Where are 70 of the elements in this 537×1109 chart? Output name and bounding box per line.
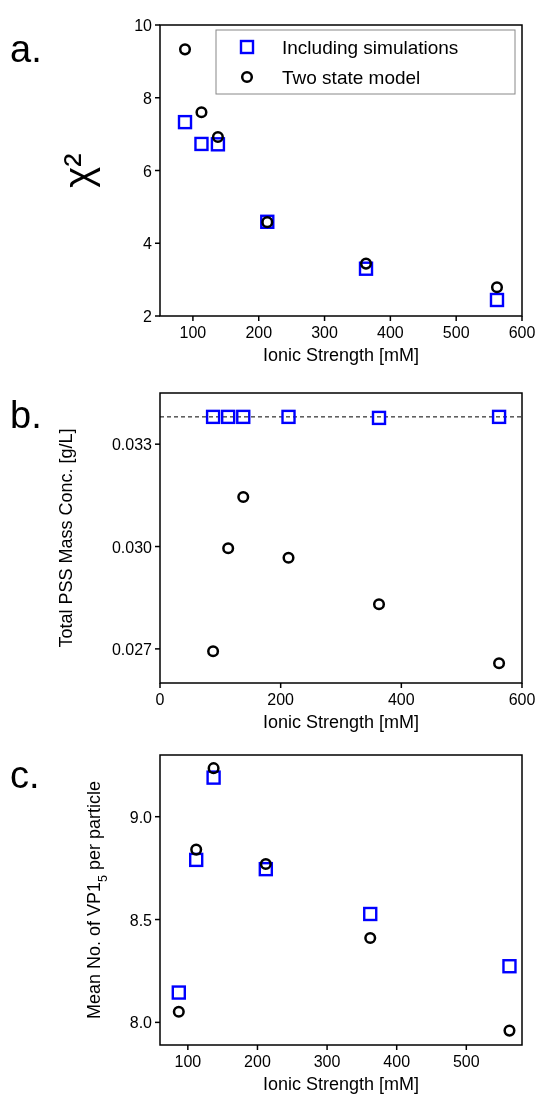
- point: [258, 861, 274, 877]
- y-tick-label: 8: [143, 89, 153, 107]
- point: [282, 551, 295, 564]
- point: [371, 410, 387, 426]
- point: [502, 959, 517, 974]
- point: [211, 130, 224, 144]
- x-tick-label: 400: [383, 1053, 411, 1070]
- point: [177, 114, 193, 130]
- point: [372, 598, 386, 611]
- y-tick-label: 4: [143, 235, 153, 253]
- point: [190, 843, 203, 856]
- x-tick-label: 200: [245, 324, 273, 341]
- point: [210, 137, 226, 152]
- point: [364, 932, 377, 945]
- y-tick-label: 2: [143, 308, 153, 325]
- point: [503, 1024, 516, 1037]
- y-tick-label: 0.030: [111, 538, 153, 556]
- point: [489, 292, 505, 308]
- point: [194, 136, 209, 152]
- x-tick-label: 400: [377, 324, 404, 341]
- y-axis-title: Total PSS Mass Conc. [g/L]: [56, 428, 76, 648]
- y-tick-label: 8.5: [129, 911, 153, 929]
- x-tick-label: 500: [442, 324, 470, 341]
- point: [281, 409, 296, 425]
- x-tick-label: 300: [313, 1053, 341, 1070]
- x-tick-label: 500: [452, 1053, 480, 1070]
- y-axis-title: χ²: [56, 153, 100, 188]
- point: [490, 281, 504, 294]
- y-tick-label: 0.033: [111, 436, 153, 454]
- point: [220, 409, 236, 425]
- x-tick-label: 100: [179, 324, 207, 341]
- legend-label: Including simulations: [282, 37, 459, 58]
- point: [189, 852, 204, 868]
- point: [363, 906, 378, 922]
- y-tick-label: 9.0: [129, 808, 153, 826]
- point: [207, 762, 220, 775]
- y-tick-label: 0.027: [111, 640, 153, 658]
- x-axis-title: Ionic Strength [mM]: [262, 712, 420, 732]
- chart-title: c.: [10, 754, 40, 796]
- x-tick-label: 600: [508, 324, 536, 341]
- point: [171, 985, 186, 1000]
- x-tick-label: 200: [267, 691, 295, 708]
- x-axis-title: Ionic Strength [mM]: [262, 345, 420, 365]
- x-tick-label: 300: [311, 324, 338, 341]
- y-tick-label: 10: [134, 17, 153, 34]
- x-tick-label: 600: [508, 691, 536, 708]
- x-tick-label: 0: [155, 691, 165, 708]
- x-tick-label: 100: [174, 1053, 202, 1070]
- point: [236, 409, 251, 425]
- point: [359, 257, 373, 270]
- point: [206, 770, 221, 785]
- point: [222, 542, 235, 555]
- point: [358, 261, 374, 276]
- point: [493, 657, 506, 670]
- chart-title: a.: [10, 28, 42, 70]
- y-tick-label: 8.0: [129, 1014, 153, 1032]
- point: [491, 409, 507, 425]
- chart-title: b.: [10, 394, 42, 436]
- x-axis-title: Ionic Strength [mM]: [262, 1074, 420, 1094]
- point: [259, 857, 272, 871]
- x-tick-label: 200: [244, 1053, 271, 1070]
- point: [205, 409, 221, 425]
- legend-label: Two state model: [282, 67, 421, 88]
- point: [195, 106, 208, 119]
- point: [172, 1005, 185, 1018]
- y-tick-label: 6: [143, 162, 153, 180]
- point: [207, 645, 220, 658]
- x-tick-label: 400: [387, 691, 415, 708]
- point: [178, 43, 192, 56]
- point: [237, 491, 250, 504]
